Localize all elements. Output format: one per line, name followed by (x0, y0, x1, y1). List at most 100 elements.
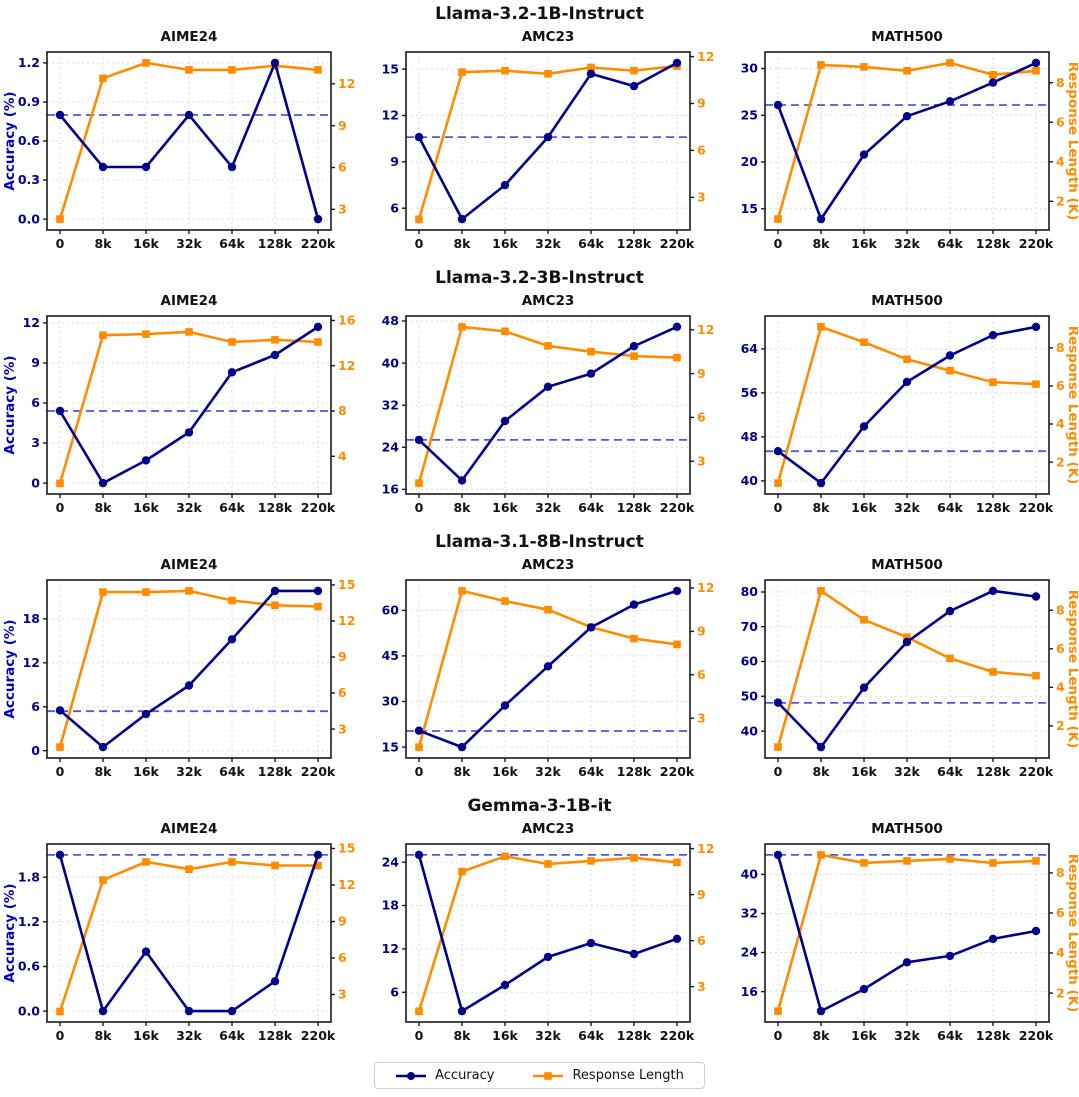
svg-text:50: 50 (741, 689, 759, 704)
svg-text:9: 9 (697, 624, 706, 639)
svg-text:16k: 16k (133, 500, 159, 515)
chart-canvas: 16 24 32 40 48 3 6 9 12 0 8k 16k 32k 64k 128k 220k AMC23 (382, 293, 715, 515)
chart-llama-3-1-8b-instruct-aime24: 0 6 12 18 3 6 9 12 15 0 8k 16k 32k 64k 128k 220k AIME24 A… (1, 554, 360, 795)
svg-text:2: 2 (1056, 718, 1065, 733)
svg-text:220k: 220k (301, 764, 336, 779)
chart-llama-3-2-3b-instruct-amc23: 16 24 32 40 48 3 6 9 12 0 8k 16k 32k 64k 128k 220k AMC23 (360, 290, 719, 531)
svg-text:64k: 64k (578, 764, 604, 779)
svg-text:64k: 64k (937, 500, 963, 515)
svg-text:16: 16 (382, 482, 400, 497)
svg-text:128k: 128k (617, 500, 652, 515)
svg-text:80: 80 (741, 584, 759, 599)
svg-text:0.0: 0.0 (18, 211, 40, 226)
svg-text:16k: 16k (492, 764, 518, 779)
svg-text:128k: 128k (976, 500, 1011, 515)
svg-text:128k: 128k (258, 500, 293, 515)
charts-row: 0.0 0.3 0.6 0.9 1.2 3 6 9 12 0 8k 16k 32k 64k 128k 220k… (0, 26, 1079, 267)
svg-text:15: 15 (382, 739, 399, 754)
svg-text:128k: 128k (976, 1028, 1011, 1043)
svg-text:AMC23: AMC23 (522, 293, 575, 309)
svg-text:12: 12 (697, 841, 714, 856)
svg-text:8: 8 (1056, 340, 1065, 355)
model-row: Llama-3.1-8B-Instruct 0 6 12 18 3 6 9 12 15 0 8k 16k… (0, 531, 1079, 795)
svg-text:0.6: 0.6 (18, 133, 40, 148)
svg-text:1.8: 1.8 (18, 869, 40, 884)
svg-text:20: 20 (741, 154, 759, 169)
row-title: Llama-3.2-1B-Instruct (435, 4, 644, 24)
svg-text:4: 4 (1056, 680, 1065, 695)
svg-text:1.2: 1.2 (18, 914, 40, 929)
svg-text:16k: 16k (492, 236, 518, 251)
svg-text:4: 4 (1056, 154, 1065, 169)
svg-text:0: 0 (56, 500, 65, 515)
svg-text:3: 3 (31, 435, 40, 450)
chart-gemma-3-1b-it-aime24: 0.0 0.6 1.2 1.8 3 6 9 12 15 0 8k 16k 32k 64k 128k 220k A… (1, 818, 360, 1059)
svg-text:16: 16 (338, 313, 356, 328)
svg-text:0: 0 (415, 500, 424, 515)
svg-text:32k: 32k (894, 236, 920, 251)
svg-text:6: 6 (390, 200, 399, 215)
model-row: Llama-3.2-3B-Instruct 0 3 6 9 12 4 8 12 16 0 8k 16k 3… (0, 267, 1079, 531)
model-row: Gemma-3-1B-it 0.0 0.6 1.2 1.8 3 6 9 12 15 0 8k 16k 32… (0, 795, 1079, 1059)
svg-text:0: 0 (415, 1028, 424, 1043)
svg-text:16k: 16k (851, 1028, 877, 1043)
svg-text:3: 3 (338, 202, 347, 217)
svg-text:Accuracy (%): Accuracy (%) (2, 883, 18, 982)
svg-text:128k: 128k (258, 1028, 293, 1043)
chart-canvas: 0.0 0.3 0.6 0.9 1.2 3 6 9 12 0 8k 16k 32k 64k 128k 220k… (2, 29, 355, 251)
legend-accuracy-marker (395, 1070, 427, 1082)
chart-canvas: 0.0 0.6 1.2 1.8 3 6 9 12 15 0 8k 16k 32k 64k 128k 220k A… (2, 821, 355, 1043)
row-title: Gemma-3-1B-it (467, 796, 612, 816)
svg-text:AIME24: AIME24 (161, 293, 218, 309)
svg-text:3: 3 (697, 710, 706, 725)
svg-text:64: 64 (741, 341, 759, 356)
svg-text:0: 0 (31, 475, 40, 490)
svg-text:12: 12 (697, 580, 714, 595)
chart-gemma-3-1b-it-math500: 16 24 32 40 2 4 6 8 0 8k 16k 32k 64k 128k 220k MATH500 R… (719, 818, 1079, 1059)
svg-text:8k: 8k (453, 500, 471, 515)
svg-text:9: 9 (338, 118, 347, 133)
svg-text:24: 24 (741, 945, 759, 960)
svg-text:12: 12 (23, 655, 40, 670)
svg-text:0: 0 (774, 764, 783, 779)
svg-text:0: 0 (415, 236, 424, 251)
svg-text:AMC23: AMC23 (522, 557, 575, 573)
chart-llama-3-2-1b-instruct-math500: 15 20 25 30 2 4 6 8 0 8k 16k 32k 64k 128k 220k MATH500 R… (719, 26, 1079, 267)
svg-text:0: 0 (56, 764, 65, 779)
svg-text:18: 18 (23, 611, 40, 626)
svg-text:4: 4 (1056, 945, 1065, 960)
svg-text:9: 9 (31, 355, 40, 370)
svg-text:32k: 32k (535, 500, 561, 515)
charts-row: 0 3 6 9 12 4 8 12 16 0 8k 16k 32k 64k 128k 220k AIME24 Ac… (0, 290, 1079, 531)
legend: Accuracy Response Length (0, 1062, 1079, 1089)
svg-text:6: 6 (390, 985, 399, 1000)
svg-text:220k: 220k (660, 500, 695, 515)
svg-text:12: 12 (697, 49, 714, 64)
svg-text:12: 12 (382, 941, 399, 956)
svg-text:60: 60 (382, 603, 400, 618)
svg-text:18: 18 (382, 898, 399, 913)
svg-text:6: 6 (31, 395, 40, 410)
chart-canvas: 0 3 6 9 12 4 8 12 16 0 8k 16k 32k 64k 128k 220k AIME24 Ac… (2, 293, 356, 515)
svg-text:15: 15 (338, 841, 355, 856)
svg-text:8k: 8k (812, 236, 830, 251)
svg-text:6: 6 (1056, 378, 1065, 393)
svg-text:AIME24: AIME24 (161, 557, 218, 573)
svg-text:6: 6 (1056, 905, 1065, 920)
svg-text:8k: 8k (453, 764, 471, 779)
chart-canvas: 40 48 56 64 2 4 6 8 0 8k 16k 32k 64k 128k 220k MATH500 R… (741, 293, 1079, 515)
svg-text:Accuracy (%): Accuracy (%) (2, 355, 18, 454)
svg-text:64k: 64k (219, 1028, 245, 1043)
svg-text:9: 9 (697, 96, 706, 111)
svg-text:32: 32 (382, 397, 399, 412)
svg-text:32k: 32k (535, 764, 561, 779)
svg-text:8k: 8k (94, 500, 112, 515)
chart-canvas: 6 12 18 24 3 6 9 12 0 8k 16k 32k 64k 128k 220k AMC23 (382, 821, 715, 1043)
svg-text:2: 2 (1056, 985, 1065, 1000)
svg-text:128k: 128k (258, 764, 293, 779)
svg-text:0.0: 0.0 (18, 1003, 40, 1018)
svg-text:3: 3 (697, 979, 706, 994)
svg-text:64k: 64k (937, 236, 963, 251)
svg-text:32k: 32k (176, 1028, 202, 1043)
